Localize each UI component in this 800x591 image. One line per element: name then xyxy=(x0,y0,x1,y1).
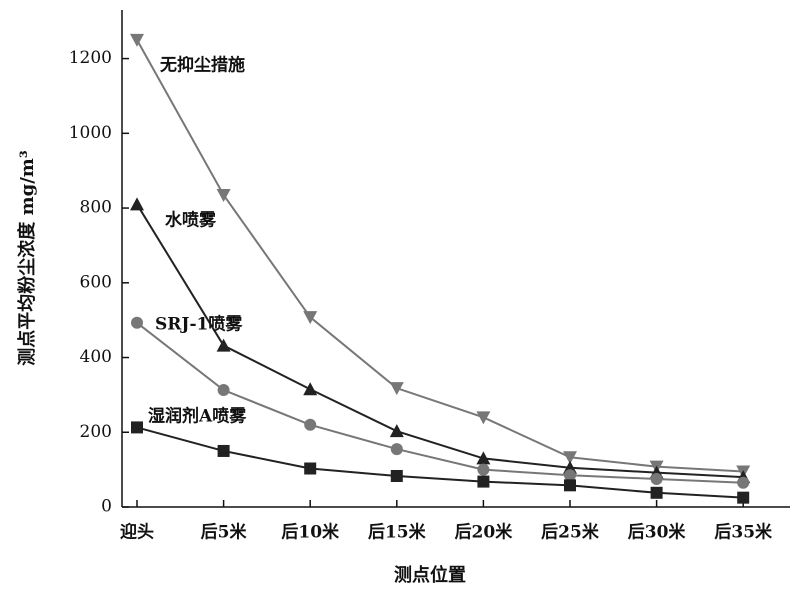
point xyxy=(737,476,750,489)
point xyxy=(477,463,490,476)
series-line xyxy=(136,321,744,484)
y-tick-label: 0 xyxy=(101,497,112,517)
x-tick-label: 后5米 xyxy=(201,522,248,543)
point xyxy=(131,421,143,434)
y-tick-label: 600 xyxy=(80,272,112,292)
series-line xyxy=(136,39,744,473)
point xyxy=(650,486,663,499)
point xyxy=(217,444,230,457)
x-tick-label: 后25米 xyxy=(541,522,600,543)
point xyxy=(217,384,230,397)
point xyxy=(130,33,144,47)
x-tick-label: 后15米 xyxy=(368,522,427,543)
point xyxy=(131,316,143,329)
point xyxy=(476,451,491,465)
x-tick-label: 后10米 xyxy=(281,522,340,543)
point xyxy=(477,475,490,488)
point xyxy=(476,411,491,425)
point xyxy=(303,311,318,325)
x-tick-label: 后35米 xyxy=(714,522,773,543)
point xyxy=(563,451,577,465)
point xyxy=(216,338,231,352)
y-tick-label: 1200 xyxy=(69,48,112,68)
y-axis-label: 测点平均粉尘浓度 mg/m³ xyxy=(16,150,38,366)
point xyxy=(303,382,318,396)
series-label: 无抑尘措施 xyxy=(159,55,245,76)
y-tick-label: 1000 xyxy=(69,123,112,143)
point xyxy=(390,443,403,456)
point xyxy=(564,479,576,492)
point xyxy=(390,469,403,482)
series-label: SRJ-1喷雾 xyxy=(155,314,243,335)
point xyxy=(304,418,317,431)
point xyxy=(564,469,576,482)
series-label: 水喷雾 xyxy=(165,210,217,231)
series-line xyxy=(136,426,744,499)
point xyxy=(304,462,317,475)
point xyxy=(650,472,663,485)
series-line xyxy=(136,203,744,479)
y-tick-label: 200 xyxy=(80,422,112,442)
point xyxy=(389,424,404,438)
series-label: 湿润剂A喷雾 xyxy=(148,406,247,427)
x-axis-label: 测点位置 xyxy=(394,564,466,586)
x-tick-label: 后30米 xyxy=(628,522,687,543)
point xyxy=(389,382,404,396)
y-tick-label: 800 xyxy=(80,198,112,218)
point xyxy=(130,197,144,211)
point xyxy=(216,188,231,202)
y-tick-label: 400 xyxy=(80,347,112,367)
point xyxy=(737,491,750,504)
x-tick-label: 迎头 xyxy=(120,522,154,543)
x-tick-label: 后20米 xyxy=(455,522,514,543)
